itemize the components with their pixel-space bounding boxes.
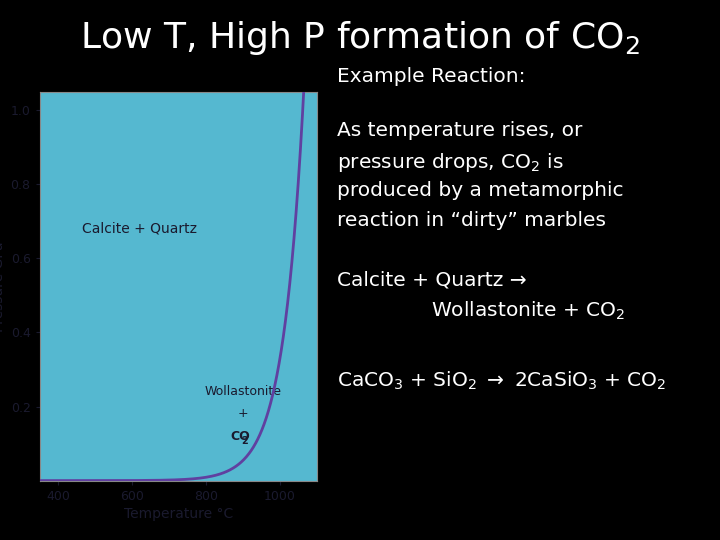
Text: Calcite + Quartz: Calcite + Quartz [82,222,197,236]
Text: Example Reaction:: Example Reaction: [337,68,526,86]
Text: Wollastonite: Wollastonite [204,385,282,398]
Text: pressure drops, CO$_2$ is: pressure drops, CO$_2$ is [337,151,564,174]
Text: Low T, High P formation of CO$_2$: Low T, High P formation of CO$_2$ [80,19,640,57]
Text: Calcite + Quartz →: Calcite + Quartz → [337,270,526,289]
Text: Wollastonite + CO$_2$: Wollastonite + CO$_2$ [431,300,625,322]
Text: 2: 2 [242,436,248,446]
Text: CO: CO [230,430,250,443]
Text: As temperature rises, or: As temperature rises, or [337,122,582,140]
Text: +: + [238,408,248,421]
Y-axis label: Pressure GPa: Pressure GPa [0,241,6,332]
Text: produced by a metamorphic: produced by a metamorphic [337,181,624,200]
X-axis label: Temperature °C: Temperature °C [124,507,233,521]
Text: CaCO$_3$ + SiO$_2$ $\rightarrow$ 2CaSiO$_3$ + CO$_2$: CaCO$_3$ + SiO$_2$ $\rightarrow$ 2CaSiO$… [337,370,666,392]
Text: reaction in “dirty” marbles: reaction in “dirty” marbles [337,211,606,229]
